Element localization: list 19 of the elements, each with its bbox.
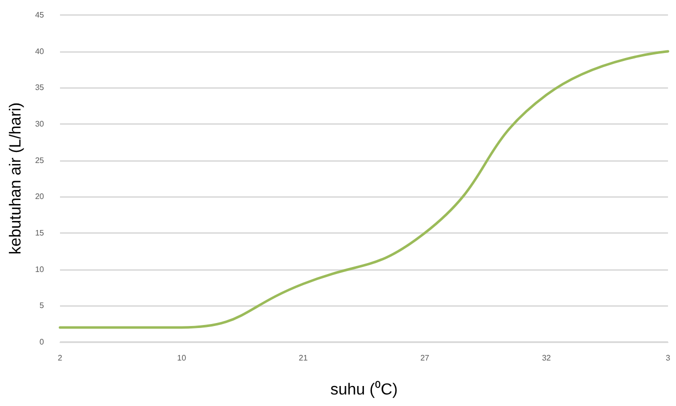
x-axis-title: suhu (⁰C): [330, 380, 398, 398]
y-tick-label: 20: [35, 192, 45, 202]
x-tick-label: 32: [542, 354, 552, 362]
y-tick-label: 10: [35, 264, 45, 274]
x-tick-label: 2: [58, 354, 63, 362]
x-tick-label: 27: [420, 354, 430, 362]
y-axis-title: kebutuhan air (L/hari): [8, 102, 24, 255]
y-tick-label: 0: [40, 338, 45, 346]
y-tick-label: 15: [35, 228, 45, 238]
y-tick-label: 25: [35, 156, 45, 165]
x-tick-label: 10: [177, 354, 187, 362]
line-series: [58, 50, 670, 329]
y-tick-label: 5: [40, 301, 45, 310]
x-tick-label: 3: [666, 354, 671, 362]
y-tick-label: 30: [35, 120, 45, 128]
y-tick-label: 35: [35, 83, 45, 92]
y-tick-label: 45: [35, 10, 45, 20]
y-tick-label: 40: [35, 46, 45, 56]
x-tick-label: 21: [298, 354, 308, 362]
